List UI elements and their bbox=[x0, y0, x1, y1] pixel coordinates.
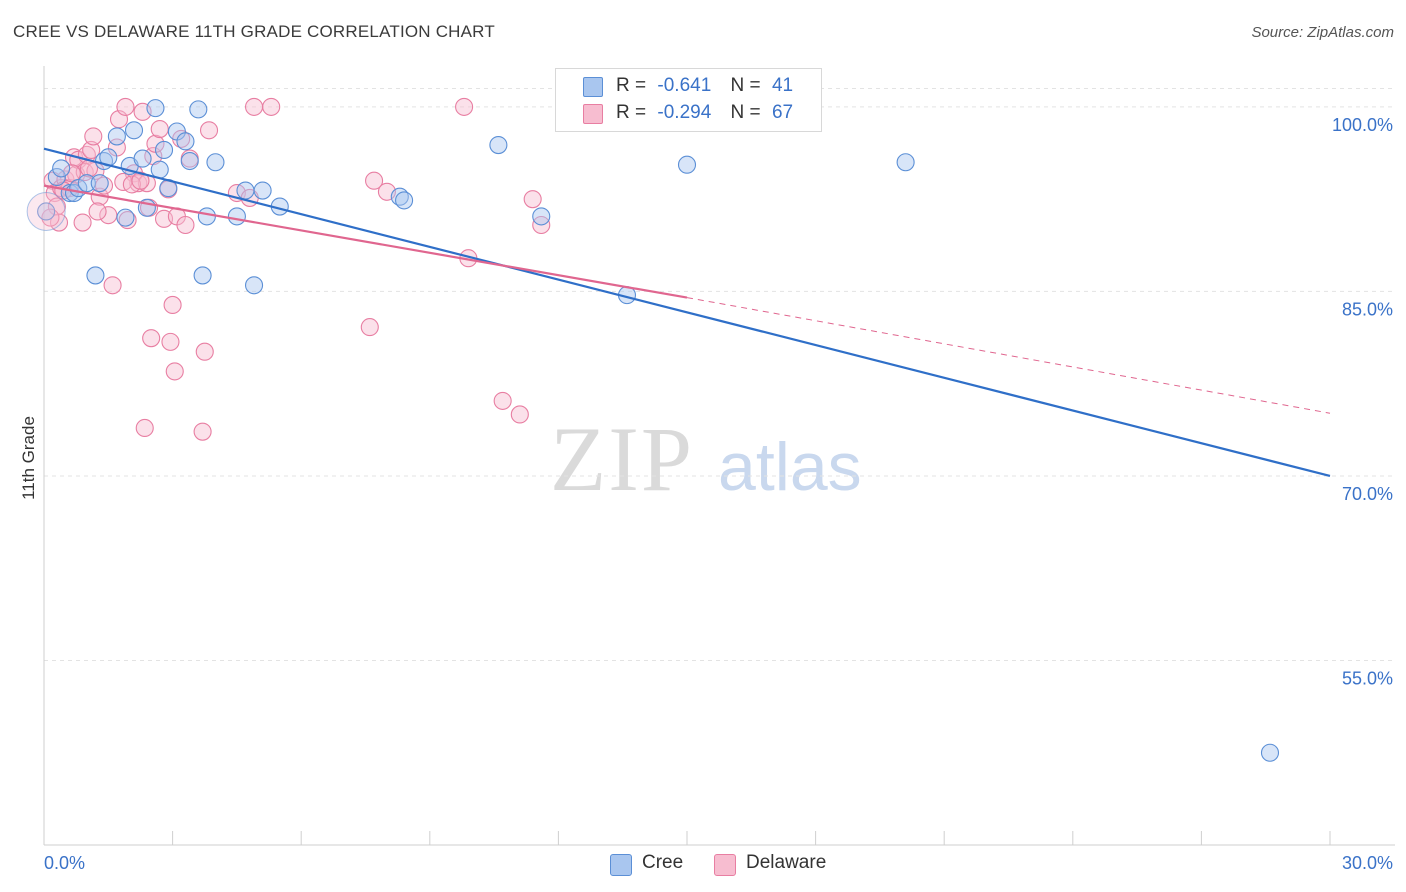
cree-point bbox=[189, 100, 208, 119]
cree-swatch bbox=[583, 77, 603, 97]
cree-point bbox=[395, 191, 414, 210]
delaware-point bbox=[82, 140, 101, 160]
delaware-point bbox=[165, 362, 184, 381]
watermark-atlas: atlas bbox=[718, 429, 862, 505]
delaware-point bbox=[163, 295, 182, 315]
cree-point bbox=[206, 153, 225, 172]
watermark-zip: ZIP bbox=[550, 408, 694, 510]
x-tick-label-max: 30.0% bbox=[1342, 853, 1393, 873]
cree-n-value: 41 bbox=[771, 75, 794, 96]
delaware-point bbox=[135, 418, 154, 438]
delaware-point bbox=[150, 119, 169, 139]
y-tick-label: 70.0% bbox=[1342, 484, 1393, 504]
cree-r-label: R = bbox=[616, 75, 647, 96]
delaware-n-label: N = bbox=[730, 102, 761, 123]
delaware-legend-swatch bbox=[714, 854, 736, 876]
source-label: Source: ZipAtlas.com bbox=[1251, 24, 1394, 41]
delaware-point bbox=[88, 202, 107, 221]
x-tick-labels: 0.0% 30.0% bbox=[44, 853, 1393, 873]
legend-box: R = -0.641 N = 41 R = -0.294 N = 67 bbox=[555, 68, 822, 132]
cree-legend-label: Cree bbox=[642, 852, 684, 873]
delaware-point bbox=[193, 422, 212, 441]
axes bbox=[43, 66, 1395, 846]
delaware-point bbox=[365, 171, 384, 190]
delaware-point bbox=[47, 197, 66, 216]
cree-legend-swatch bbox=[610, 854, 632, 876]
cree-point bbox=[124, 121, 144, 140]
chart-title: CREE VS DELAWARE 11TH GRADE CORRELATION … bbox=[13, 22, 495, 41]
cree-point bbox=[197, 207, 216, 226]
cree-point bbox=[193, 266, 212, 285]
cree-point bbox=[90, 174, 109, 193]
cree-point bbox=[253, 181, 272, 200]
cree-point bbox=[116, 208, 135, 227]
cree-n-label: N = bbox=[730, 75, 761, 96]
delaware-legend-label: Delaware bbox=[746, 852, 827, 873]
delaware-point bbox=[84, 127, 103, 146]
trend-lines bbox=[43, 147, 1331, 478]
delaware-point bbox=[455, 97, 474, 116]
y-tick-label: 85.0% bbox=[1342, 299, 1393, 319]
cree-point bbox=[532, 207, 551, 226]
delaware-point bbox=[118, 211, 137, 230]
cree-point bbox=[180, 151, 199, 171]
delaware-point bbox=[510, 405, 529, 424]
delaware-point bbox=[176, 215, 195, 235]
cree-point bbox=[146, 99, 165, 118]
x-tick-label-min: 0.0% bbox=[44, 853, 85, 873]
cree-point bbox=[37, 202, 56, 221]
y-tick-label: 100.0% bbox=[1332, 115, 1393, 135]
delaware-point bbox=[262, 97, 281, 116]
delaware-point bbox=[244, 97, 264, 116]
y-axis-label: 11th Grade bbox=[19, 416, 38, 500]
delaware-swatch bbox=[583, 104, 603, 124]
delaware-point bbox=[199, 121, 219, 140]
delaware-point bbox=[73, 213, 92, 232]
cree-trend-line bbox=[43, 147, 1331, 478]
delaware-r-label: R = bbox=[616, 102, 647, 123]
cree-point bbox=[236, 181, 255, 200]
gridlines bbox=[44, 87, 1395, 661]
cree-point bbox=[677, 155, 697, 174]
cree-r-value: -0.641 bbox=[657, 75, 712, 96]
delaware-point bbox=[49, 213, 69, 232]
delaware-trend-extension bbox=[686, 297, 1331, 414]
delaware-point bbox=[195, 342, 214, 361]
delaware-r-value: -0.294 bbox=[657, 102, 712, 123]
cree-point bbox=[86, 266, 105, 285]
cree-point bbox=[77, 174, 96, 193]
cree-point bbox=[47, 167, 66, 187]
delaware-trend-line bbox=[43, 184, 688, 299]
delaware-n-value: 67 bbox=[771, 102, 794, 123]
delaware-point bbox=[360, 318, 379, 337]
y-tick-labels: 55.0% 70.0% 85.0% 100.0% bbox=[1332, 115, 1393, 689]
cree-point bbox=[489, 135, 508, 155]
cluster-point bbox=[26, 191, 66, 231]
cree-point bbox=[133, 149, 152, 168]
cree-point bbox=[1260, 743, 1280, 762]
cree-point bbox=[52, 159, 71, 178]
cree-point bbox=[244, 276, 264, 295]
delaware-points bbox=[41, 97, 551, 441]
delaware-point bbox=[116, 97, 135, 116]
delaware-point bbox=[142, 329, 161, 348]
cree-point bbox=[896, 153, 915, 172]
y-tick-label: 55.0% bbox=[1342, 668, 1393, 688]
delaware-point bbox=[161, 332, 180, 351]
delaware-point bbox=[103, 276, 122, 295]
cree-point bbox=[107, 127, 126, 146]
cree-point bbox=[154, 140, 174, 160]
cree-points bbox=[26, 99, 1280, 762]
delaware-point bbox=[523, 190, 542, 209]
delaware-point bbox=[493, 391, 512, 410]
cree-point bbox=[176, 132, 195, 151]
cree-point bbox=[227, 207, 246, 226]
